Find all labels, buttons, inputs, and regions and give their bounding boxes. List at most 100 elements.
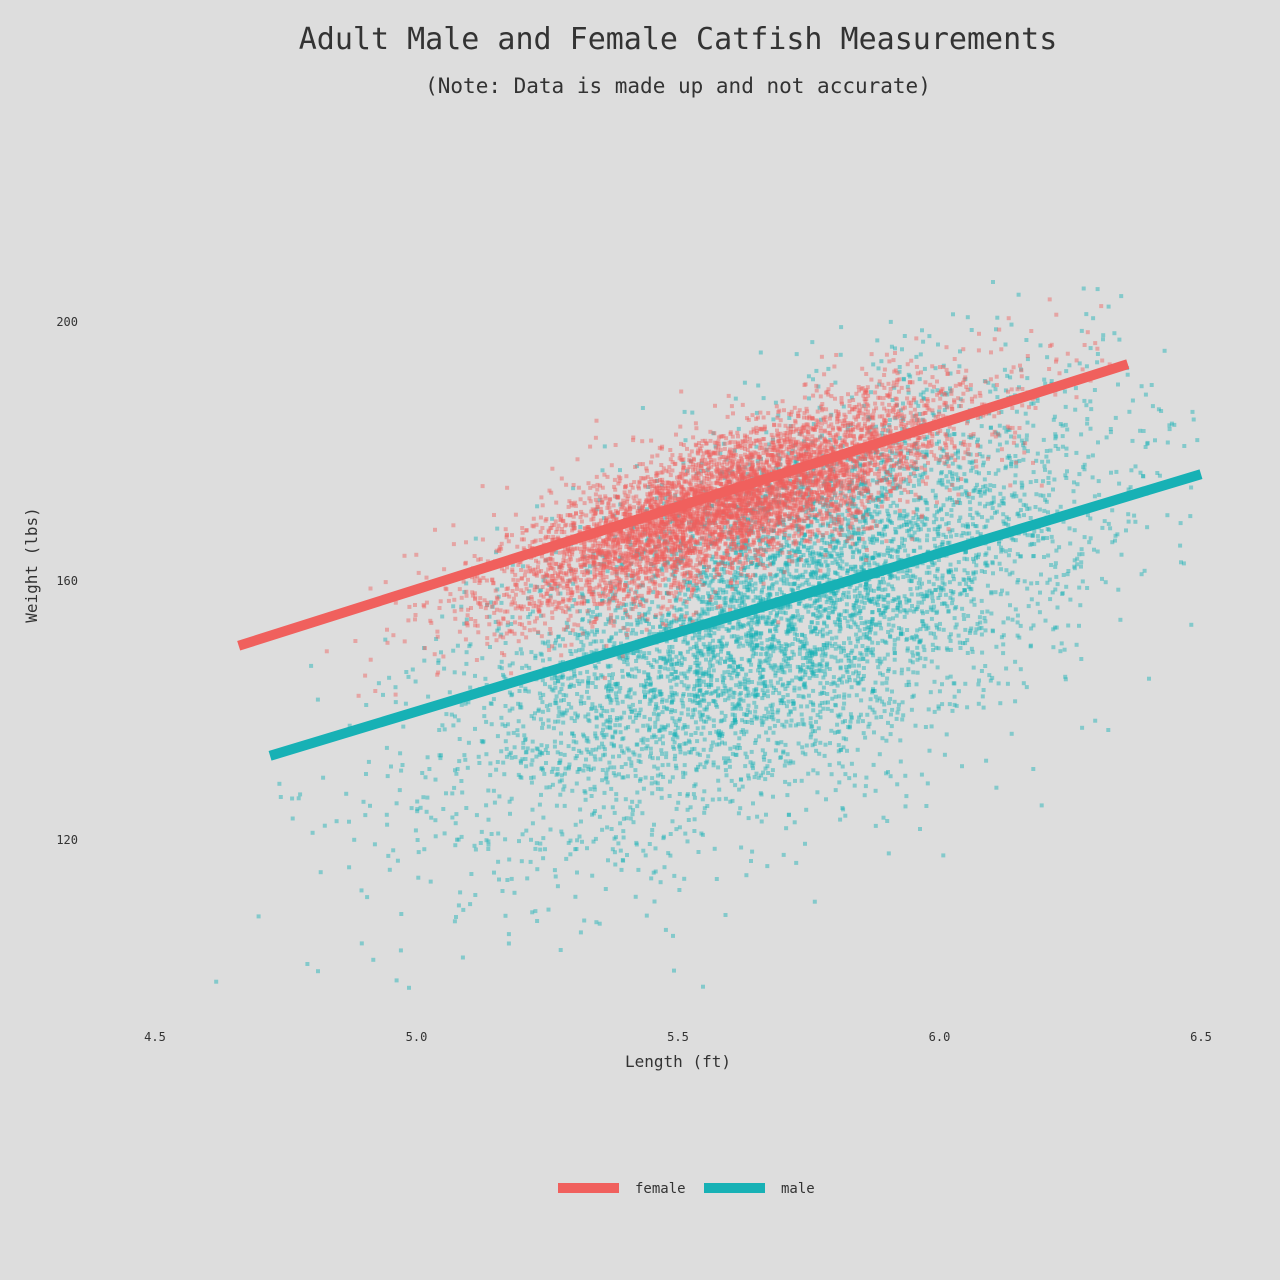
scatter-point	[795, 562, 800, 567]
scatter-point	[927, 570, 932, 575]
scatter-point	[835, 551, 840, 556]
scatter-point	[792, 820, 797, 825]
scatter-point	[808, 537, 813, 542]
scatter-point	[697, 683, 702, 688]
scatter-point	[422, 847, 427, 852]
scatter-point	[486, 842, 491, 847]
scatter-point	[1141, 474, 1146, 479]
scatter-point	[491, 697, 496, 702]
scatter-point	[644, 538, 649, 543]
scatter-point	[792, 685, 797, 690]
scatter-point	[908, 568, 913, 573]
scatter-point	[1029, 597, 1034, 602]
scatter-point	[705, 575, 710, 580]
scatter-point	[614, 835, 618, 840]
scatter-point	[907, 578, 912, 583]
scatter-point	[754, 686, 759, 691]
scatter-point	[646, 536, 651, 541]
scatter-point	[463, 757, 468, 762]
scatter-point	[1029, 401, 1034, 406]
scatter-point	[1015, 613, 1020, 618]
scatter-point	[828, 553, 833, 558]
scatter-point	[882, 615, 887, 620]
scatter-point	[793, 574, 798, 579]
scatter-point	[711, 431, 716, 436]
scatter-point	[711, 655, 716, 660]
scatter-point	[400, 763, 405, 767]
scatter-point	[864, 586, 869, 590]
scatter-point	[792, 706, 797, 711]
scatter-point	[730, 798, 735, 803]
scatter-point	[1106, 304, 1111, 309]
scatter-point	[1042, 377, 1047, 382]
scatter-point	[688, 616, 693, 621]
scatter-point	[849, 715, 854, 720]
scatter-point	[561, 710, 566, 715]
scatter-point	[725, 584, 730, 589]
scatter-point	[813, 516, 818, 521]
scatter-point	[913, 474, 918, 478]
scatter-point	[896, 595, 901, 600]
scatter-point	[569, 716, 574, 721]
scatter-point	[797, 529, 802, 534]
scatter-point	[868, 599, 873, 604]
scatter-point	[711, 554, 715, 559]
scatter-point	[647, 727, 652, 732]
scatter-point	[861, 486, 866, 491]
scatter-point	[569, 705, 574, 710]
scatter-point	[858, 635, 863, 640]
scatter-point	[775, 591, 779, 596]
scatter-point	[507, 799, 512, 804]
scatter-point	[610, 805, 615, 810]
scatter-point	[860, 480, 865, 485]
scatter-point	[691, 792, 696, 797]
scatter-point	[538, 696, 543, 700]
scatter-point	[697, 541, 702, 546]
scatter-point	[695, 670, 700, 675]
scatter-point	[893, 510, 898, 515]
scatter-point	[973, 486, 978, 491]
scatter-point	[854, 611, 859, 616]
scatter-point	[884, 680, 889, 685]
scatter-point	[679, 613, 684, 618]
scatter-point	[931, 648, 936, 652]
scatter-point	[814, 651, 818, 656]
scatter-point	[688, 548, 693, 553]
scatter-point	[658, 727, 663, 732]
scatter-point	[768, 645, 773, 650]
scatter-point	[759, 719, 764, 724]
scatter-point	[640, 406, 645, 410]
scatter-point	[821, 685, 826, 690]
scatter-point	[759, 598, 764, 603]
scatter-point	[619, 765, 624, 769]
scatter-point	[784, 643, 789, 648]
scatter-point	[720, 643, 724, 648]
scatter-point	[802, 634, 807, 638]
scatter-point	[600, 598, 604, 603]
scatter-point	[862, 552, 867, 557]
scatter-point	[666, 548, 671, 553]
scatter-point	[1003, 342, 1008, 347]
scatter-point	[763, 549, 768, 554]
scatter-point	[628, 695, 633, 700]
scatter-point	[714, 689, 719, 694]
scatter-point	[815, 533, 819, 538]
scatter-point	[838, 646, 843, 651]
scatter-point	[990, 628, 995, 633]
scatter-point	[702, 524, 707, 529]
scatter-point	[605, 569, 610, 574]
scatter-point	[935, 568, 940, 573]
scatter-point	[642, 611, 647, 616]
scatter-point	[1063, 677, 1068, 682]
scatter-point	[914, 506, 919, 511]
scatter-point	[930, 488, 935, 493]
scatter-point	[733, 720, 738, 724]
scatter-point	[759, 558, 763, 563]
scatter-point	[521, 724, 526, 729]
scatter-point	[523, 686, 528, 691]
scatter-point	[692, 795, 697, 800]
scatter-point	[797, 527, 802, 532]
scatter-point	[1001, 496, 1006, 501]
scatter-point	[892, 650, 897, 655]
scatter-point	[857, 549, 862, 553]
